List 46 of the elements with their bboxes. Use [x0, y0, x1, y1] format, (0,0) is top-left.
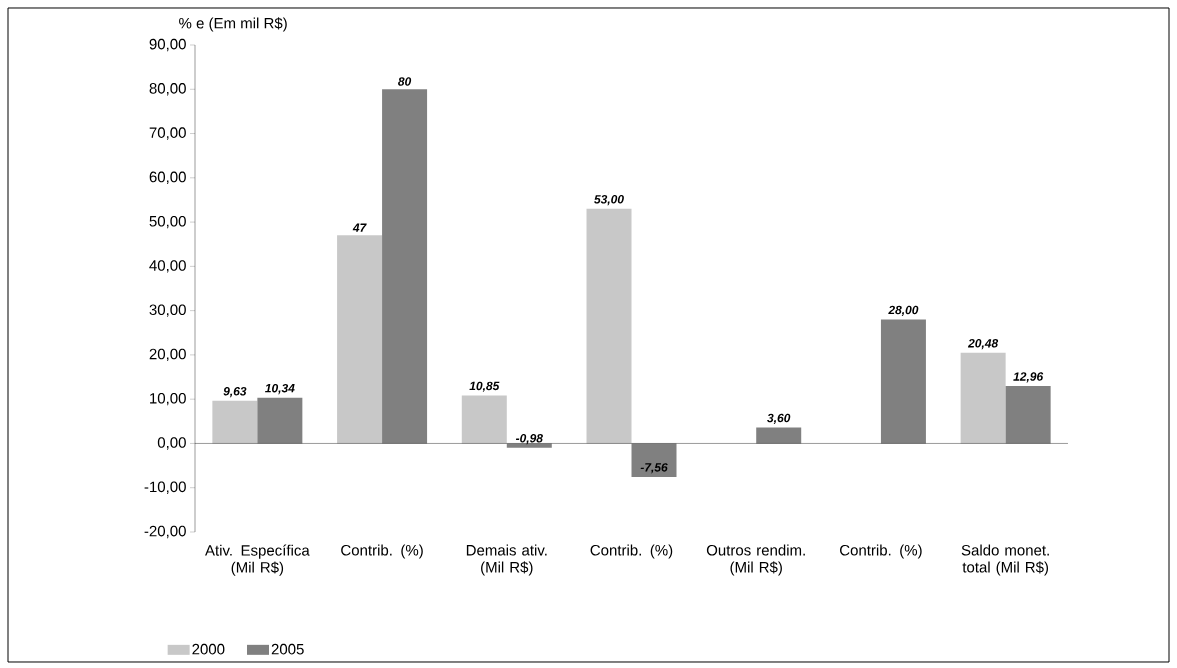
bar	[382, 89, 428, 444]
data-label: -7,56	[640, 463, 668, 474]
x-tick-label: Saldo monet. total (Mil R$)	[961, 544, 1049, 576]
y-tick-label: -20,00	[144, 525, 186, 539]
bar	[756, 427, 802, 444]
bar	[257, 397, 303, 444]
x-tick-label: Contrib. (%)	[590, 544, 673, 559]
bar	[1005, 386, 1051, 444]
y-tick-label: 30,00	[149, 304, 186, 317]
x-tick-label: Contrib. (%)	[840, 544, 922, 559]
bar	[212, 400, 258, 444]
y-tick-label: 70,00	[149, 127, 186, 140]
y-tick-label: -10,00	[144, 481, 186, 494]
data-label: 12,96	[1013, 372, 1044, 383]
y-tick-label: 40,00	[149, 260, 186, 273]
x-tick-label: Demais ativ. (Mil R$)	[466, 544, 547, 576]
x-tick-label: Outros rendim. (Mil R$)	[706, 544, 805, 576]
bar	[880, 319, 926, 444]
data-label: 10,34	[265, 383, 295, 395]
y-tick-label: 90,00	[149, 38, 186, 52]
bar	[631, 443, 677, 477]
data-label: 3,60	[767, 413, 791, 424]
data-label: 53,00	[594, 195, 624, 206]
data-label: 47	[352, 223, 367, 232]
bar	[586, 208, 632, 444]
y-tick-label: 0,00	[157, 437, 186, 450]
y-tick-label: 20,00	[149, 348, 186, 362]
x-tick-label: Contrib. (%)	[341, 544, 423, 559]
data-label: 9,63	[223, 387, 247, 398]
y-tick-label: 80,00	[149, 83, 186, 96]
bar	[337, 235, 383, 444]
data-label: 20,48	[967, 339, 999, 350]
y-tick-label: 50,00	[149, 215, 186, 229]
bar	[960, 352, 1006, 444]
data-label: 80	[398, 77, 412, 86]
bar	[461, 395, 507, 444]
bar	[506, 443, 552, 448]
data-label: 10,85	[469, 381, 500, 392]
y-tick-label: 10,00	[150, 392, 186, 406]
legend-label: 2005	[271, 643, 304, 655]
data-label: 28,00	[888, 305, 919, 316]
x-tick-label: Ativ. Específica (Mil R$)	[205, 544, 310, 576]
y-tick-label: 60,00	[149, 171, 186, 184]
y-axis-title: % e (Em mil R$)	[179, 17, 287, 32]
data-label: -0,98	[515, 434, 543, 445]
legend-label: 2000	[192, 643, 225, 655]
